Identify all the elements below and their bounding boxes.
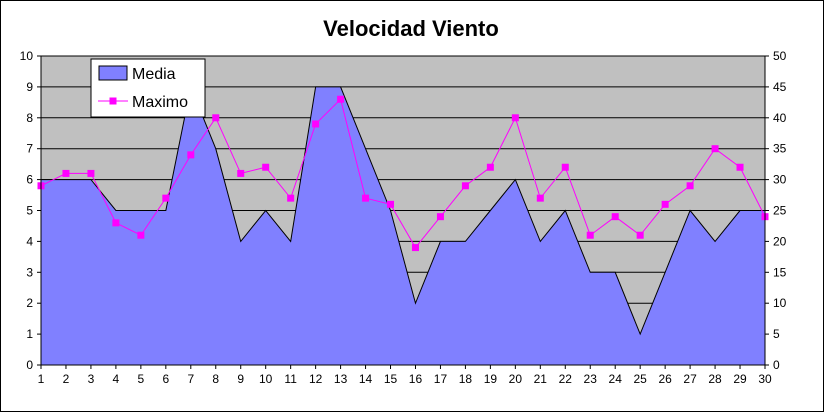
x-tick-label: 22 [559,372,573,386]
right-tick-label: 15 [773,265,787,279]
maximo-point [162,194,170,202]
legend-maximo-label: Maximo [132,94,188,111]
maximo-point [237,169,245,177]
maximo-point [511,114,519,122]
right-tick-label: 40 [773,111,787,125]
maximo-point [636,231,644,239]
maximo-point [736,163,744,171]
x-tick-label: 19 [484,372,498,386]
left-tick-label: 3 [26,265,33,279]
maximo-point [686,182,694,190]
left-tick-label: 7 [26,142,33,156]
x-tick-label: 10 [259,372,273,386]
maximo-point [536,194,544,202]
x-tick-label: 30 [758,372,772,386]
maximo-point [287,194,295,202]
x-tick-label: 26 [658,372,672,386]
maximo-point [337,95,345,103]
right-tick-label: 35 [773,142,787,156]
left-tick-label: 4 [26,234,33,248]
right-axis-ticks: 0 5 10 15 20 25 30 35 40 45 50 [765,49,787,372]
x-tick-label: 17 [434,372,448,386]
left-tick-label: 2 [26,296,33,310]
maximo-line-series [37,95,769,252]
maximo-point [611,213,619,221]
x-tick-label: 9 [237,372,244,386]
maximo-point [312,120,320,128]
right-tick-label: 20 [773,234,787,248]
x-tick-label: 3 [88,372,95,386]
maximo-point [187,151,195,159]
maximo-point [711,145,719,153]
x-tick-label: 20 [509,372,523,386]
left-axis-ticks: 0 1 2 3 4 5 6 7 8 9 10 [20,49,41,372]
chart-title: Velocidad Viento [323,16,499,41]
x-tick-label: 2 [63,372,70,386]
right-tick-label: 50 [773,49,787,63]
maximo-line [40,98,766,249]
legend-media-swatch [98,65,128,81]
legend-media-label: Media [132,66,176,83]
x-tick-label: 23 [584,372,598,386]
left-tick-label: 9 [26,80,33,94]
maximo-point [436,213,444,221]
x-tick-label: 14 [359,372,373,386]
x-tick-label: 25 [633,372,647,386]
x-tick-label: 7 [187,372,194,386]
maximo-point [387,200,395,208]
maximo-point [362,194,370,202]
x-tick-label: 29 [733,372,747,386]
maximo-point [561,163,569,171]
right-tick-label: 0 [773,358,780,372]
x-tick-label: 12 [309,372,323,386]
x-tick-label: 8 [212,372,219,386]
left-tick-label: 10 [20,49,34,63]
right-tick-label: 25 [773,204,787,218]
left-tick-label: 0 [26,358,33,372]
maximo-point [137,231,145,239]
maximo-point [62,169,70,177]
maximo-point [486,163,494,171]
x-tick-label: 4 [113,372,120,386]
x-tick-label: 21 [534,372,548,386]
right-tick-label: 30 [773,173,787,187]
left-tick-label: 6 [26,173,33,187]
right-tick-label: 45 [773,80,787,94]
maximo-point [411,244,419,252]
x-axis-ticks: 1 2 3 4 5 6 7 8 9 10 11 12 13 14 15 16 17 18 19 20 21 22 23 24 2… [38,365,772,386]
media-area-outline [41,85,765,336]
maximo-point [262,163,270,171]
media-area-series [41,85,765,366]
x-tick-label: 15 [384,372,398,386]
x-tick-label: 27 [683,372,697,386]
maximo-point [212,114,220,122]
left-tick-label: 5 [26,204,33,218]
x-tick-label: 16 [409,372,423,386]
x-tick-label: 24 [609,372,623,386]
x-tick-label: 5 [138,372,145,386]
left-tick-label: 1 [26,327,33,341]
maximo-point [112,219,120,227]
left-tick-label: 8 [26,111,33,125]
maximo-point [461,182,469,190]
maximo-point [661,200,669,208]
x-tick-label: 13 [334,372,348,386]
x-tick-label: 6 [162,372,169,386]
right-tick-label: 5 [773,327,780,341]
x-tick-label: 18 [459,372,473,386]
x-tick-label: 1 [38,372,45,386]
right-tick-label: 10 [773,296,787,310]
x-tick-label: 28 [708,372,722,386]
media-area [41,86,765,366]
maximo-point [87,169,95,177]
legend: Media Maximo [90,58,206,118]
legend-maximo-marker [109,97,117,105]
maximo-point [586,231,594,239]
x-tick-label: 11 [284,372,297,386]
